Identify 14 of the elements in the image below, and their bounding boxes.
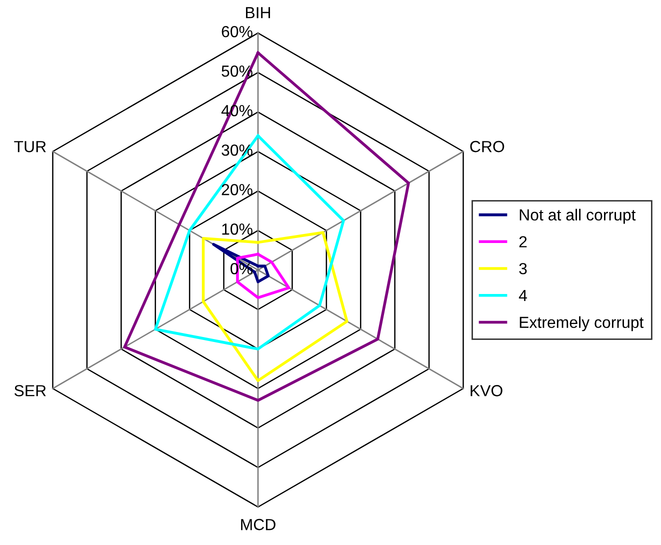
legend-label: 3 <box>519 262 527 274</box>
legend-label: Not at all corrupt <box>520 208 636 224</box>
y-tick-label: 10% <box>222 223 252 235</box>
spoke-label: MCD <box>241 518 276 530</box>
y-tick-label: 60% <box>222 26 252 38</box>
spoke-label: TUR <box>14 141 46 152</box>
spoke-label: BIH <box>246 7 270 18</box>
y-tick-label: 20% <box>222 184 252 196</box>
legend-label: Extremely corrupt <box>520 316 644 332</box>
legend-label: 4 <box>518 290 527 301</box>
legend-label: 2 <box>519 236 527 248</box>
spoke-label: SER <box>14 385 46 396</box>
spoke-label: KVO <box>470 385 502 396</box>
spoke-label: CRO <box>470 140 504 152</box>
